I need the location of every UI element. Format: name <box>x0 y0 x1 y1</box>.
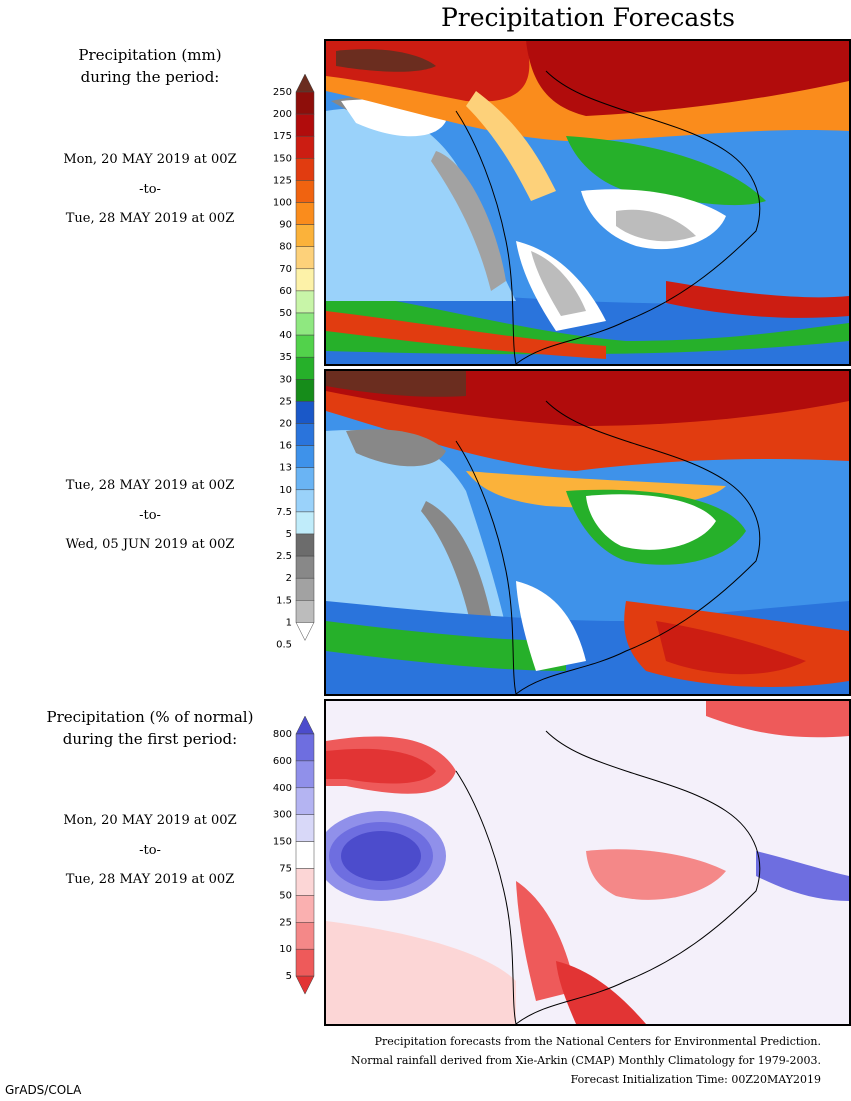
precip-legend-title-line2: during the period: <box>80 68 220 86</box>
precip-colorbar-tick-label: 1 <box>286 617 292 628</box>
period1-start: Mon, 20 MAY 2019 at 00Z <box>63 152 237 167</box>
pct-legend-title: Precipitation (% of normal) during the f… <box>0 706 300 750</box>
footer-notes: Precipitation forecasts from the Nationa… <box>351 1032 821 1089</box>
precip-colorbar-tick-label: 35 <box>279 352 292 363</box>
precip-colorbar-swatch <box>295 91 315 115</box>
period3-sep: -to- <box>139 843 161 858</box>
precip-colorbar-swatch <box>295 202 315 225</box>
pct-colorbar-tick-label: 600 <box>273 756 292 767</box>
pct-colorbar-swatch <box>295 716 315 735</box>
precip-colorbar: 250 200 175 150 125 100 90 80 70 60 50 40 35 30 25 20 16… <box>268 74 318 668</box>
period3-end: Tue, 28 MAY 2019 at 00Z <box>65 872 235 887</box>
precip-legend-title: Precipitation (mm) during the period: <box>0 44 300 88</box>
precip-colorbar-swatch <box>295 489 315 513</box>
precip-colorbar-tick-label: 1.5 <box>276 595 292 606</box>
precip-colorbar-swatch <box>295 246 315 270</box>
precip-colorbar-swatch <box>295 423 315 446</box>
pct-colorbar-swatch <box>295 787 315 815</box>
precip-colorbar-tick-label: 200 <box>273 109 292 120</box>
precip-colorbar-tick-label: 2.5 <box>276 551 292 562</box>
pct-colorbar-tick-label: 400 <box>273 783 292 794</box>
pct-legend-title-line1: Precipitation (% of normal) <box>46 708 254 726</box>
pct-colorbar-tick-label: 5 <box>286 971 292 982</box>
page-title: Precipitation Forecasts <box>440 3 736 32</box>
precip-colorbar-swatch <box>295 290 315 314</box>
pct-colorbar-tick-label: 10 <box>279 944 292 955</box>
pct-colorbar: 800 600 400 300 150 75 50 25 10 5 <box>268 716 318 1014</box>
grads-credit: GrADS/COLA <box>5 1083 82 1097</box>
precip-colorbar-tick-label: 70 <box>279 264 292 275</box>
precip-colorbar-swatch <box>295 600 315 623</box>
pct-colorbar-swatch <box>295 868 315 896</box>
precip-colorbar-swatch <box>295 158 315 181</box>
precip-colorbar-tick-label: 5 <box>286 529 292 540</box>
precip-colorbar-tick-label: 0.5 <box>276 640 292 651</box>
footer-line-2: Normal rainfall derived from Xie-Arkin (… <box>351 1054 821 1067</box>
precip-colorbar-swatch <box>295 74 315 93</box>
precip-colorbar-tick-label: 60 <box>279 286 292 297</box>
precip-colorbar-tick-label: 20 <box>279 419 292 430</box>
precip-colorbar-swatch <box>295 467 315 491</box>
period1-end: Tue, 28 MAY 2019 at 00Z <box>65 211 235 226</box>
precip-colorbar-swatch <box>295 113 315 137</box>
precip-map-period1 <box>324 39 851 366</box>
footer-line-3: Forecast Initialization Time: 00Z20MAY20… <box>570 1073 821 1086</box>
precip-colorbar-tick-label: 40 <box>279 330 292 341</box>
precip-colorbar-swatch <box>295 533 315 557</box>
precip-colorbar-tick-label: 90 <box>279 220 292 231</box>
pct-colorbar-swatch <box>295 922 315 950</box>
period2-end: Wed, 05 JUN 2019 at 00Z <box>65 537 235 552</box>
period1-sep: -to- <box>139 182 161 197</box>
precip-legend-title-line1: Precipitation (mm) <box>78 46 222 64</box>
footer-line-1: Precipitation forecasts from the Nationa… <box>374 1035 821 1048</box>
precip-colorbar-swatch <box>295 180 315 203</box>
pct-colorbar-swatch <box>295 841 315 869</box>
precip-colorbar-swatch <box>295 224 315 247</box>
pct-colorbar-tick-label: 25 <box>279 917 292 928</box>
precip-colorbar-swatch <box>295 379 315 402</box>
precip-colorbar-swatch <box>295 445 315 468</box>
pct-colorbar-tick-label: 800 <box>273 729 292 740</box>
precip-colorbar-tick-label: 80 <box>279 242 292 253</box>
precip-colorbar-swatch <box>295 401 315 424</box>
precip-colorbar-tick-label: 16 <box>279 441 292 452</box>
precip-colorbar-tick-label: 2 <box>286 573 292 584</box>
precip-colorbar-tick-label: 150 <box>273 153 292 164</box>
pct-colorbar-swatch <box>295 814 315 842</box>
precip-colorbar-swatch <box>295 511 315 535</box>
precip-colorbar-tick-label: 30 <box>279 374 292 385</box>
precip-colorbar-tick-label: 125 <box>273 175 292 186</box>
precip-colorbar-swatch <box>295 356 315 380</box>
pct-colorbar-swatch <box>295 733 315 762</box>
precip-colorbar-tick-label: 175 <box>273 131 292 142</box>
precip-colorbar-tick-label: 50 <box>279 308 292 319</box>
precip-colorbar-swatch <box>295 135 315 159</box>
precip-colorbar-swatch <box>295 268 315 292</box>
precip-colorbar-tick-label: 7.5 <box>276 507 292 518</box>
period2-sep: -to- <box>139 508 161 523</box>
pct-legend-title-line2: during the first period: <box>62 730 238 748</box>
precip-map-period2 <box>324 369 851 696</box>
precip-colorbar-swatch <box>295 577 315 601</box>
period2-start: Tue, 28 MAY 2019 at 00Z <box>65 478 235 493</box>
pct-colorbar-tick-label: 75 <box>279 864 292 875</box>
precip-colorbar-tick-label: 25 <box>279 396 292 407</box>
pct-colorbar-tick-label: 50 <box>279 890 292 901</box>
precip-colorbar-tick-label: 13 <box>279 463 292 474</box>
pct-normal-map <box>324 699 851 1026</box>
pct-colorbar-swatch <box>295 760 315 789</box>
precip-colorbar-tick-label: 250 <box>273 87 292 98</box>
precip-colorbar-tick-label: 10 <box>279 485 292 496</box>
precip-colorbar-swatch <box>295 334 315 358</box>
precip-colorbar-swatch <box>295 622 315 641</box>
precip-colorbar-tick-label: 100 <box>273 198 292 209</box>
pct-colorbar-tick-label: 300 <box>273 810 292 821</box>
pct-colorbar-swatch <box>295 975 315 995</box>
pct-colorbar-swatch <box>295 895 315 923</box>
precip-colorbar-swatch <box>295 312 315 336</box>
pct-colorbar-swatch <box>295 948 315 977</box>
pct-colorbar-tick-label: 150 <box>273 837 292 848</box>
precip-colorbar-swatch <box>295 555 315 579</box>
period3-start: Mon, 20 MAY 2019 at 00Z <box>63 813 237 828</box>
